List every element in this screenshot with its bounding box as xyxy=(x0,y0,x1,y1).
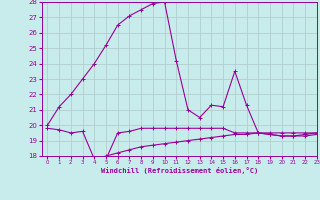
X-axis label: Windchill (Refroidissement éolien,°C): Windchill (Refroidissement éolien,°C) xyxy=(100,167,258,174)
